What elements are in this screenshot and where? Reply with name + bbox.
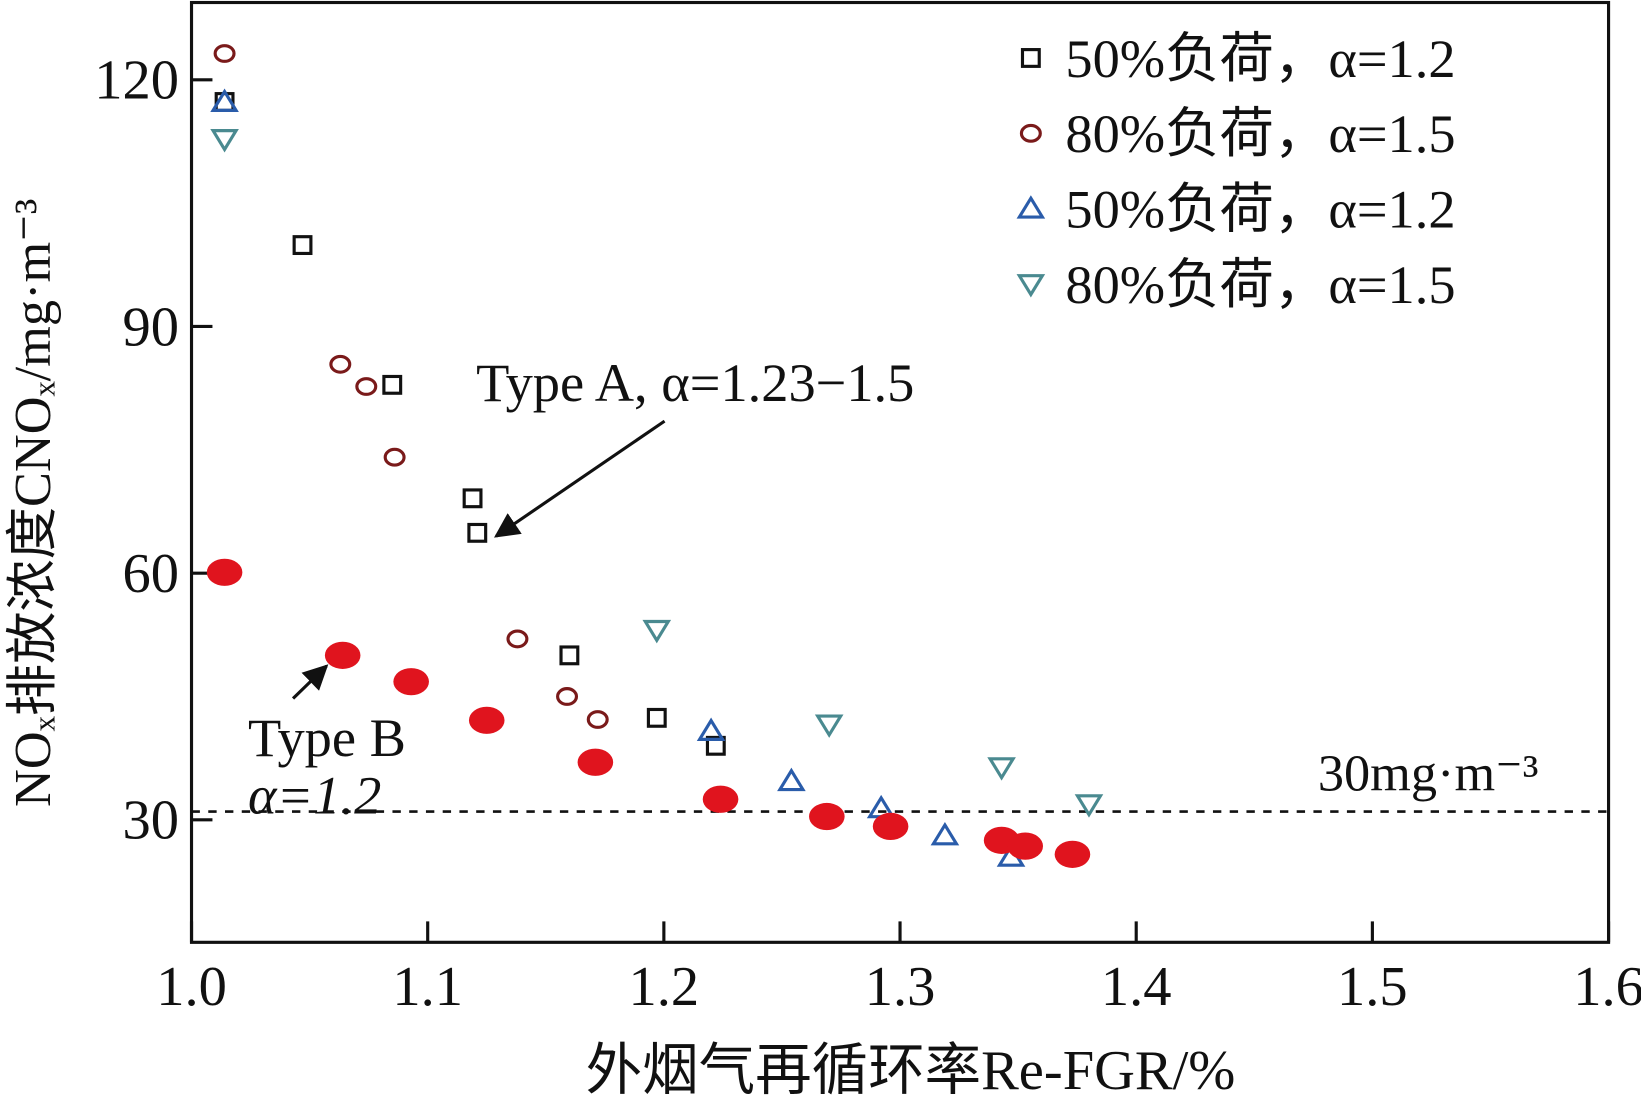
- annotation: Type A, α=1.23−1.5: [476, 353, 914, 413]
- point: [696, 717, 726, 741]
- annotation-arrow: [291, 664, 329, 700]
- reference-label: 30mg·m⁻³: [1318, 745, 1539, 803]
- point: [777, 767, 806, 792]
- y-tick-label: 30: [122, 790, 178, 852]
- x-tick-label: 1.3: [865, 956, 936, 1018]
- point: [468, 706, 505, 734]
- point: [702, 785, 739, 813]
- point: [213, 44, 236, 63]
- legend-label: 80%负荷，α=1.5: [1065, 104, 1455, 164]
- legend-label: 50%负荷，α=1.2: [1065, 29, 1455, 89]
- y-axis-label: NOₓ排放浓度CNOₓ/mg·m⁻³: [4, 199, 62, 807]
- annotation: Type B: [248, 708, 406, 768]
- point: [462, 488, 483, 509]
- point: [393, 668, 429, 696]
- point: [383, 447, 406, 467]
- x-tick-label: 1.0: [156, 956, 227, 1018]
- legend-marker: [1019, 123, 1042, 143]
- legend-label: 80%负荷，α=1.5: [1065, 255, 1455, 315]
- point: [206, 558, 243, 586]
- y-tick-label: 90: [122, 296, 178, 358]
- x-tick-label: 1.2: [629, 956, 700, 1018]
- legend-marker: [1016, 195, 1046, 219]
- point: [642, 619, 672, 644]
- legend-marker: [1020, 48, 1041, 68]
- point: [586, 710, 609, 729]
- legend-marker: [1016, 274, 1046, 298]
- x-tick-label: 1.6: [1573, 956, 1641, 1018]
- x-tick-label: 1.1: [392, 956, 463, 1018]
- point: [1074, 794, 1104, 818]
- point: [355, 377, 378, 396]
- point: [324, 641, 361, 669]
- point: [1054, 840, 1091, 868]
- point: [814, 714, 844, 738]
- y-tick-label: 60: [122, 543, 178, 605]
- legend-label: 50%负荷，α=1.2: [1065, 180, 1455, 240]
- point: [559, 645, 580, 666]
- y-tick-label: 120: [94, 50, 179, 112]
- point: [987, 757, 1016, 781]
- x-tick-label: 1.4: [1101, 956, 1172, 1018]
- point: [1007, 832, 1044, 860]
- x-tick-label: 1.5: [1337, 956, 1408, 1018]
- annotation: α=1.2: [248, 766, 381, 826]
- point: [577, 748, 614, 776]
- point: [382, 374, 403, 395]
- point: [467, 522, 488, 543]
- point: [809, 802, 845, 831]
- point: [210, 129, 239, 153]
- point: [292, 235, 313, 256]
- point: [930, 821, 960, 846]
- point: [705, 735, 726, 756]
- point: [646, 707, 667, 728]
- point: [210, 88, 239, 112]
- point: [506, 629, 529, 649]
- x-axis-label: 外烟气再循环率Re-FGR/%: [586, 1040, 1236, 1102]
- annotation-arrow: [493, 419, 666, 538]
- point: [329, 354, 352, 374]
- point: [556, 687, 579, 706]
- point: [872, 812, 909, 840]
